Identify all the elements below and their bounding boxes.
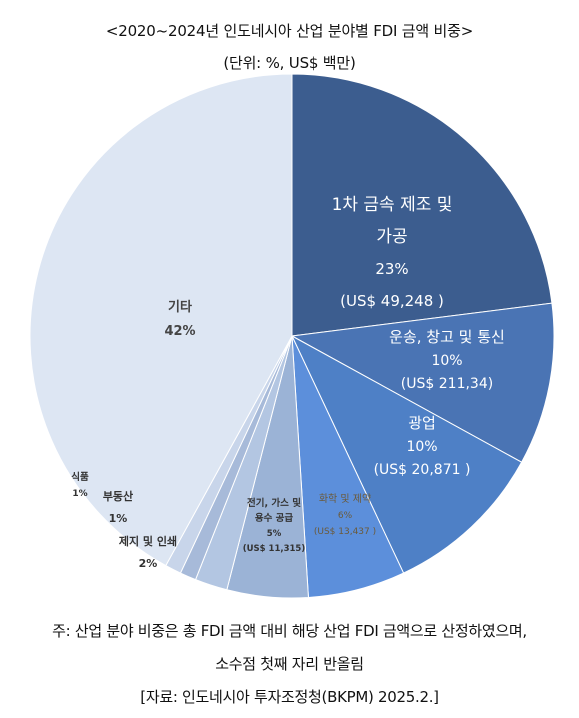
source-note: [자료: 인도네시아 투자조정청(BKPM) 2025.2.]	[140, 688, 439, 706]
slice-label-0: 가공	[376, 227, 407, 247]
slice-amount-4: (US$ 11,315)	[243, 544, 306, 554]
pie-slice-1	[290, 302, 555, 463]
slice-percent-3: 6%	[338, 511, 353, 521]
pie-chart: 1차 금속 제조 및가공 23% (US$ 49,248 ) 운송, 창고 및 통신 1…	[29, 73, 555, 599]
chart-title: <2020~2024년 인도네시아 산업 분야별 FDI 금액 비중>	[105, 22, 474, 40]
slice-percent-1: 10%	[431, 353, 462, 369]
slice-label-2: 광업	[408, 414, 436, 432]
slice-label-7: 식품	[71, 471, 89, 483]
chart-subtitle: (단위: %, US$ 백만)	[223, 54, 356, 72]
slice-label-5: 제지 및 인쇄	[119, 534, 177, 548]
slice-amount-1: (US$ 211,34)	[401, 376, 493, 392]
slice-label-4: 전기, 가스 및	[247, 497, 301, 509]
slice-label-4: 용수 공급	[255, 513, 294, 524]
slice-percent-5: 2%	[139, 557, 158, 570]
pie-slice-2	[290, 334, 523, 574]
slice-label-8: 기타	[168, 299, 192, 315]
pie-slice-0	[291, 73, 553, 337]
slice-amount-0: (US$ 49,248 )	[340, 292, 444, 310]
pie-slice-8	[29, 73, 293, 567]
slice-label-6: 부동산	[103, 489, 133, 503]
slice-amount-3: (US$ 13,437 )	[314, 527, 376, 537]
slice-percent-2: 10%	[406, 439, 437, 455]
slice-percent-8: 42%	[164, 324, 195, 339]
slice-label-0: 1차 금속 제조 및	[332, 195, 453, 215]
slice-percent-0: 23%	[375, 260, 408, 278]
slice-percent-7: 1%	[72, 489, 87, 499]
slice-label-1: 운송, 창고 및 통신	[389, 328, 505, 346]
footnote-line-2: 소수점 첫째 자리 반올림	[215, 655, 364, 673]
slice-percent-6: 1%	[109, 512, 128, 525]
footnote-line-1: 주: 산업 분야 비중은 총 FDI 금액 대비 해당 산업 FDI 금액으로 …	[52, 622, 527, 640]
slice-amount-2: (US$ 20,871 )	[374, 462, 471, 478]
slice-percent-4: 5%	[267, 529, 282, 539]
slice-label-3: 화학 및 제약	[319, 493, 371, 505]
